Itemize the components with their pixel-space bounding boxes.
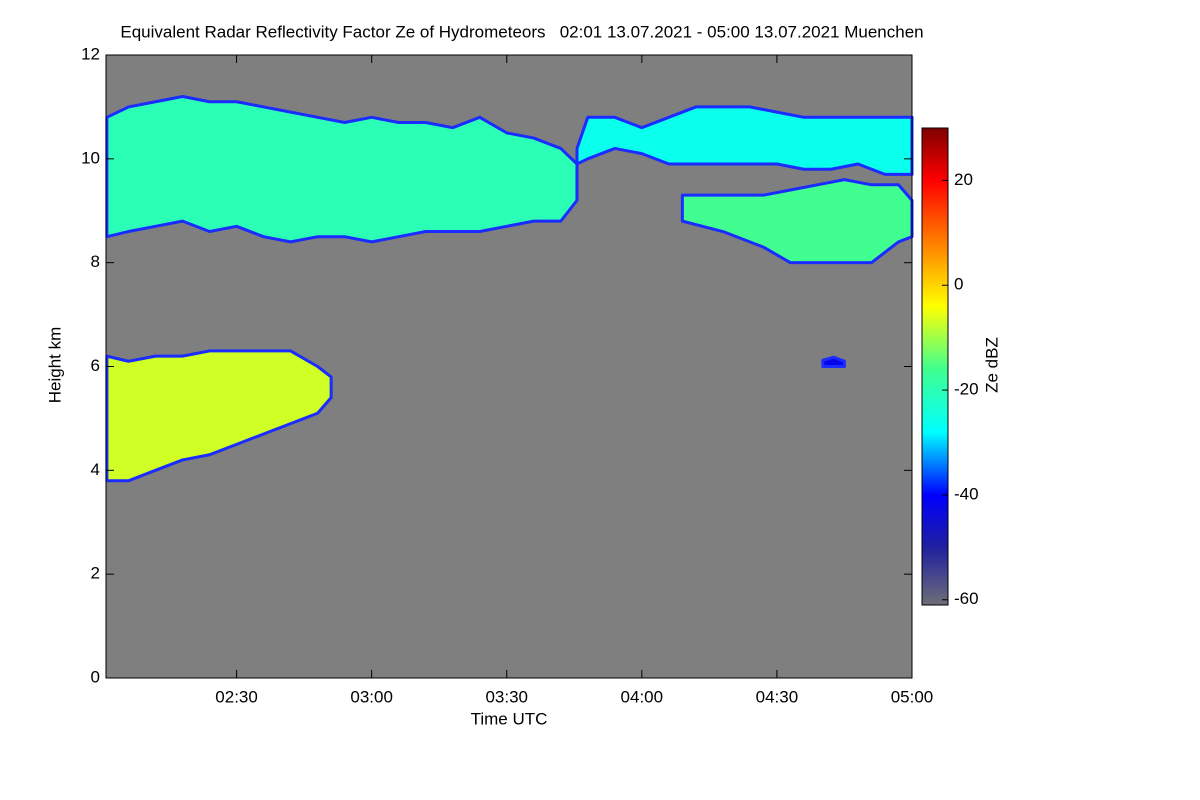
y-tick-label: 8 xyxy=(91,252,100,271)
y-tick-label: 0 xyxy=(91,667,100,686)
y-tick-label: 6 xyxy=(91,356,100,375)
chart-title: Equivalent Radar Reflectivity Factor Ze … xyxy=(120,22,923,41)
y-tick-label: 4 xyxy=(91,460,100,479)
x-tick-label: 04:30 xyxy=(756,687,799,706)
x-tick-label: 03:30 xyxy=(485,687,528,706)
echo-region xyxy=(105,349,333,483)
colorbar-label: Ze dBZ xyxy=(982,337,1001,393)
y-tick-label: 10 xyxy=(81,148,100,167)
colorbar-tick-label: -60 xyxy=(954,589,979,608)
colorbar-tick-label: 20 xyxy=(954,170,973,189)
x-tick-label: 05:00 xyxy=(891,687,934,706)
x-axis-label: Time UTC xyxy=(471,709,548,728)
colorbar xyxy=(921,127,949,606)
colorbar-tick-label: -40 xyxy=(954,484,979,503)
x-tick-label: 02:30 xyxy=(215,687,258,706)
echo-region xyxy=(821,355,846,368)
y-axis-label: Height km xyxy=(45,327,64,404)
y-tick-label: 2 xyxy=(91,564,100,583)
colorbar-tick-label: 0 xyxy=(954,275,963,294)
x-tick-label: 03:00 xyxy=(350,687,393,706)
y-tick-label: 12 xyxy=(81,44,100,63)
echo-region xyxy=(105,95,579,244)
colorbar-tick-label: -20 xyxy=(954,380,979,399)
x-tick-label: 04:00 xyxy=(621,687,664,706)
